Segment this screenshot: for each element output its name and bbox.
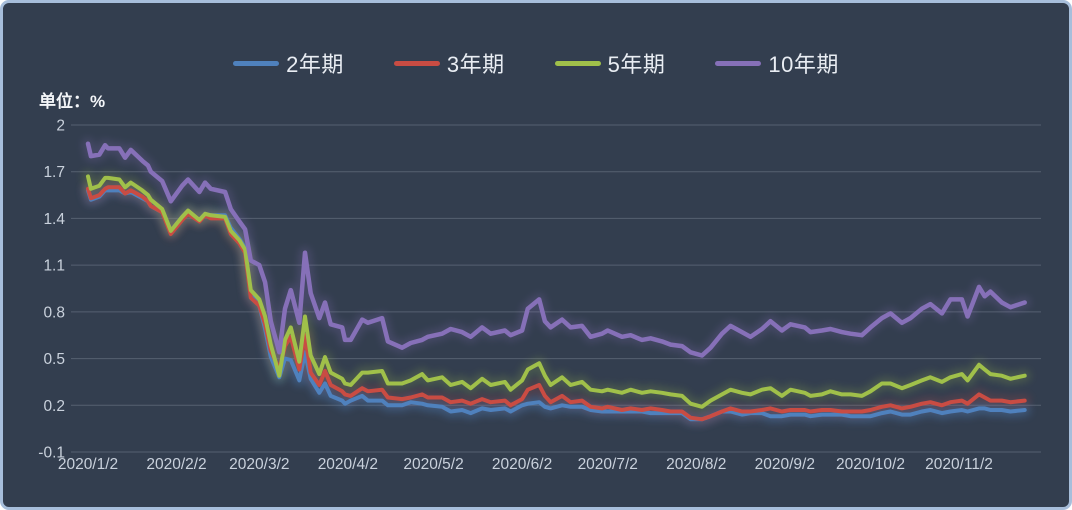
legend: 2年期 3年期 5年期 10年期 bbox=[3, 47, 1069, 79]
legend-item-5y[interactable]: 5年期 bbox=[554, 47, 666, 79]
y-tick-label: 0.8 bbox=[43, 304, 65, 321]
legend-line-swatch bbox=[393, 60, 440, 66]
x-tick-label: 2020/5/2 bbox=[403, 456, 463, 473]
legend-label: 10年期 bbox=[768, 52, 839, 77]
series-line-3y bbox=[86, 185, 1027, 422]
y-tick-label: 0.5 bbox=[43, 351, 65, 368]
x-tick-label: 2020/3/2 bbox=[229, 456, 289, 473]
x-tick-label: 2020/9/2 bbox=[755, 456, 815, 473]
legend-line-swatch bbox=[233, 60, 280, 66]
series-line-5y bbox=[86, 174, 1027, 409]
legend-line-swatch bbox=[715, 60, 762, 66]
x-tick-label: 2020/11/2 bbox=[925, 456, 993, 473]
legend-item-10y[interactable]: 10年期 bbox=[715, 47, 838, 79]
legend-label: 3年期 bbox=[446, 52, 505, 77]
legend-label: 5年期 bbox=[607, 52, 666, 77]
x-tick-label: 2020/4/2 bbox=[318, 456, 378, 473]
y-tick-label: 2 bbox=[56, 118, 65, 135]
y-tick-label: 1.4 bbox=[43, 211, 65, 228]
legend-item-2y[interactable]: 2年期 bbox=[233, 47, 344, 79]
unit-label: 单位：% bbox=[39, 92, 106, 111]
legend-line-swatch bbox=[554, 60, 601, 66]
y-tick-label: 1.1 bbox=[43, 258, 65, 275]
series-line-10y bbox=[85, 141, 1027, 358]
x-tick-label: 2020/7/2 bbox=[578, 456, 638, 473]
y-tick-label: -0.1 bbox=[38, 445, 65, 462]
x-tick-label: 2020/2/2 bbox=[146, 456, 206, 473]
y-tick-label: 0.2 bbox=[43, 398, 65, 415]
x-tick-label: 2020/10/2 bbox=[836, 456, 905, 473]
legend-label: 2年期 bbox=[286, 52, 344, 77]
legend-item-3y[interactable]: 3年期 bbox=[393, 47, 505, 79]
x-tick-label: 2020/6/2 bbox=[492, 456, 552, 473]
x-tick-label: 2020/8/2 bbox=[666, 456, 726, 473]
y-tick-label: 1.7 bbox=[43, 164, 65, 181]
x-tick-label: 2020/1/2 bbox=[58, 456, 118, 473]
